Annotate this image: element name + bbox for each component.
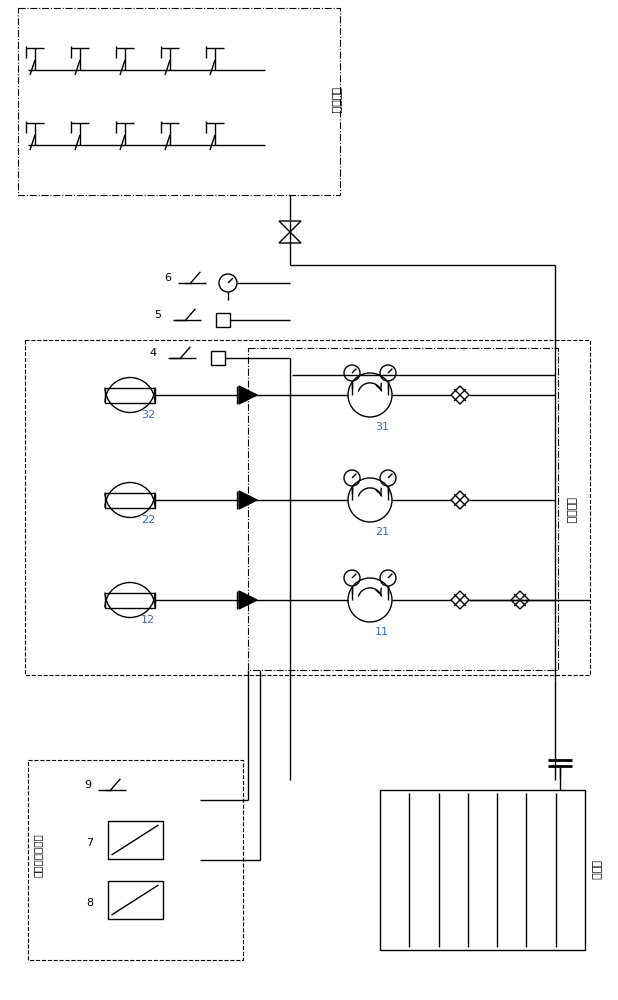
Bar	[105, 387, 155, 402]
Bar	[380, 790, 585, 950]
Bar	[211, 351, 225, 365]
Text: 21: 21	[375, 527, 389, 537]
Polygon shape	[239, 491, 257, 509]
Text: 储水箱: 储水箱	[590, 860, 600, 880]
Bar	[108, 821, 163, 859]
Text: 22: 22	[141, 515, 155, 525]
Bar	[18, 8, 340, 195]
Bar	[216, 313, 230, 327]
Text: 9: 9	[85, 780, 91, 790]
Text: 5: 5	[154, 310, 161, 320]
Polygon shape	[239, 591, 257, 609]
Text: 用户终端: 用户终端	[330, 87, 340, 113]
Text: 供水模块: 供水模块	[565, 497, 575, 523]
Text: 6: 6	[164, 273, 172, 283]
Bar	[105, 492, 155, 508]
Text: 11: 11	[375, 627, 389, 637]
Bar	[248, 348, 558, 670]
Text: 8: 8	[87, 898, 93, 908]
Bar	[105, 592, 155, 607]
Text: 变频控制柜模块: 变频控制柜模块	[33, 833, 43, 877]
Text: 31: 31	[375, 422, 389, 432]
Bar	[28, 760, 243, 960]
Bar	[108, 881, 163, 919]
Text: 12: 12	[141, 615, 155, 625]
Text: 7: 7	[87, 838, 93, 848]
Polygon shape	[239, 386, 257, 404]
Text: 4: 4	[150, 348, 156, 358]
Text: 32: 32	[141, 410, 155, 420]
Bar	[25, 340, 590, 675]
